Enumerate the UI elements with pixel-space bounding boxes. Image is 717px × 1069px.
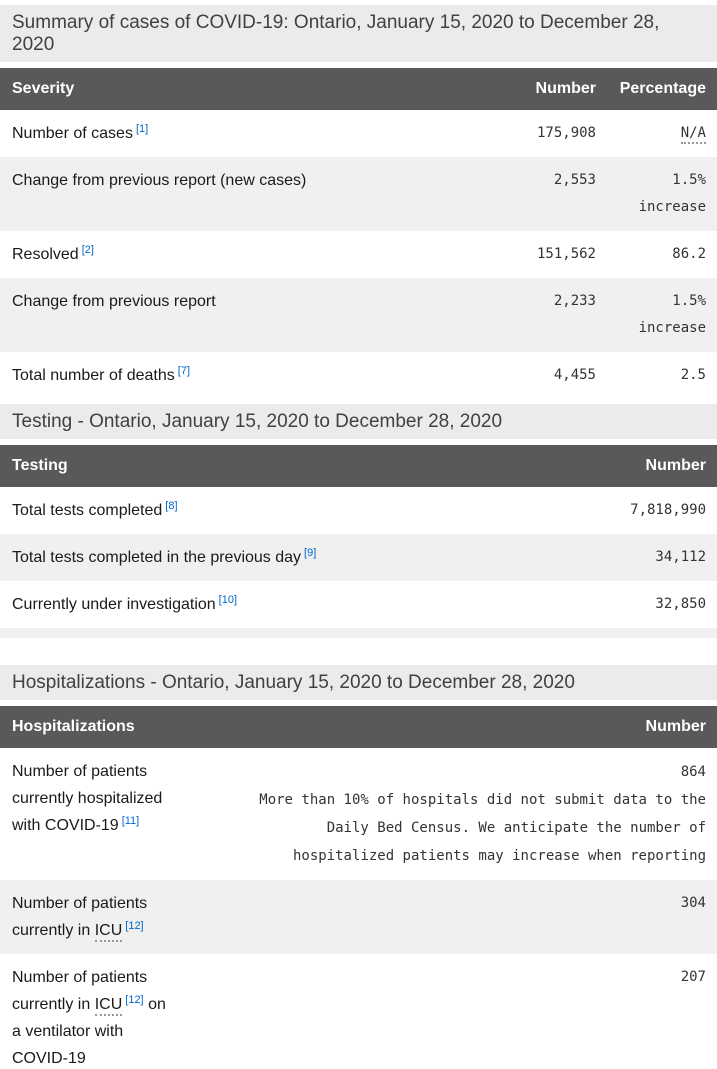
row-number-value: 304: [680, 895, 706, 911]
testing-header-label: Testing: [12, 457, 68, 474]
summary-header-number: Number: [535, 80, 596, 97]
covid-summary-page: Summary of cases of COVID-19: Ontario, J…: [0, 5, 717, 1069]
table-row-total-deaths: Total number of deaths [7] 4,455 2.5: [0, 352, 717, 399]
hospital-data-note-line: Daily Bed Census. We anticipate the numb…: [326, 820, 706, 836]
table-footer-divider: [0, 628, 717, 638]
row-number-value: 2,553: [553, 172, 596, 188]
row-number-value: 207: [680, 969, 706, 985]
row-label: Change from previous report (new cases): [12, 167, 446, 194]
percentage-line: 1.5%: [672, 172, 706, 188]
row-label-text: Total number of deaths: [12, 367, 175, 384]
icu-abbreviation: ICU: [94, 996, 123, 1016]
row-label-text: Change from previous report: [12, 293, 216, 310]
footnote-link-2[interactable]: [2]: [81, 244, 94, 256]
footnote-link-8[interactable]: [8]: [165, 500, 178, 512]
table-row-icu: Number of patients currently in ICU [12] …: [0, 880, 717, 954]
row-number-cell: 864 More than 10% of hospitals did not s…: [254, 758, 706, 870]
table-row-tests-previous-day: Total tests completed in the previous da…: [0, 534, 717, 581]
testing-section-title: Testing - Ontario, January 15, 2020 to D…: [0, 404, 717, 439]
icu-abbreviation: ICU: [94, 922, 123, 942]
row-number-value: 32,850: [655, 596, 706, 612]
footnote-link-7[interactable]: [7]: [177, 365, 190, 377]
table-row-under-investigation: Currently under investigation [10] 32,850: [0, 581, 717, 628]
row-label-text: Resolved: [12, 246, 79, 263]
footnote-link-11[interactable]: [11]: [121, 815, 140, 827]
row-label-line: a ventilator with: [12, 1023, 124, 1040]
row-label-line: Number of patients: [12, 969, 148, 986]
row-percentage-value: 1.5% increase: [596, 288, 706, 342]
testing-table-header: Testing Number: [0, 445, 717, 487]
row-label: Number of patients currently hospitalize…: [12, 758, 254, 839]
row-label-text: currently in: [12, 996, 91, 1013]
row-percentage-value: 86.2: [672, 246, 706, 262]
row-label-line: Number of patients: [12, 895, 148, 912]
footnote-link-12[interactable]: [12]: [125, 920, 144, 932]
row-label: Number of patients currently in ICU [12]: [12, 890, 254, 944]
row-label: Total tests completed in the previous da…: [12, 544, 364, 571]
row-percentage-value: N/A: [596, 120, 706, 147]
row-label-text: Total tests completed in the previous da…: [12, 549, 302, 566]
hospitalizations-header-number: Number: [645, 718, 706, 735]
hospitalizations-header-label: Hospitalizations: [12, 718, 135, 735]
footnote-link-9[interactable]: [9]: [304, 547, 317, 559]
table-row-change-new-cases: Change from previous report (new cases) …: [0, 157, 717, 231]
section-spacer: [0, 638, 717, 660]
percentage-line: 1.5%: [672, 293, 706, 309]
row-label: Number of cases [1]: [12, 120, 446, 147]
row-label: Currently under investigation [10]: [12, 591, 364, 618]
table-row-change-resolved: Change from previous report 2,233 1.5% i…: [0, 278, 717, 352]
hospital-data-note-line: More than 10% of hospitals did not submi…: [259, 792, 706, 808]
row-number-value: 175,908: [536, 125, 596, 141]
row-label-line: currently in ICU [12]: [12, 917, 246, 944]
row-label-text: on: [148, 996, 166, 1013]
footnote-link-1[interactable]: [1]: [135, 123, 149, 135]
row-label-text: currently in: [12, 922, 91, 939]
row-label-line: currently hospitalized: [12, 790, 163, 807]
testing-header-number: Number: [645, 457, 706, 474]
row-label-text: Change from previous report (new cases): [12, 172, 307, 189]
table-row-number-of-cases: Number of cases [1] 175,908 N/A: [0, 110, 717, 157]
row-number-value: 864: [680, 764, 706, 780]
row-number-value: 7,818,990: [630, 502, 706, 518]
percentage-direction: increase: [638, 199, 706, 215]
row-label: Resolved [2]: [12, 241, 446, 268]
row-label-line: currently in ICU [12] on: [12, 991, 246, 1018]
row-label: Number of patients currently in ICU [12] …: [12, 964, 254, 1069]
summary-header-percentage: Percentage: [619, 80, 706, 97]
row-label-line: COVID-19: [12, 1050, 86, 1067]
row-label-line: with COVID-19 [11]: [12, 812, 246, 839]
na-abbreviation: N/A: [680, 125, 706, 144]
footnote-link-10[interactable]: [10]: [218, 594, 238, 606]
footnote-link-12[interactable]: [12]: [125, 994, 144, 1006]
summary-table-header: Severity Number Percentage: [0, 68, 717, 110]
row-label-text: with COVID-19: [12, 817, 119, 834]
row-number-value: 4,455: [553, 367, 596, 383]
table-row-icu-ventilator: Number of patients currently in ICU [12] …: [0, 954, 717, 1069]
table-row-total-tests: Total tests completed [8] 7,818,990: [0, 487, 717, 534]
row-label: Change from previous report: [12, 288, 446, 315]
row-label-text: Currently under investigation: [12, 596, 216, 613]
row-percentage-value: 2.5: [680, 367, 706, 383]
row-label: Total tests completed [8]: [12, 497, 364, 524]
row-label: Total number of deaths [7]: [12, 362, 446, 389]
hospitalizations-section-title: Hospitalizations - Ontario, January 15, …: [0, 665, 717, 700]
hospitalizations-table-header: Hospitalizations Number: [0, 706, 717, 748]
summary-header-severity: Severity: [12, 80, 75, 97]
summary-section-title: Summary of cases of COVID-19: Ontario, J…: [0, 5, 717, 62]
row-number-value: 151,562: [536, 246, 596, 262]
row-label-text: Total tests completed: [12, 502, 163, 519]
percentage-direction: increase: [638, 320, 706, 336]
row-label-text: Number of cases: [12, 125, 133, 142]
row-number-value: 2,233: [553, 293, 596, 309]
row-label-line: Number of patients: [12, 763, 148, 780]
row-percentage-value: 1.5% increase: [596, 167, 706, 221]
hospital-data-note-line: hospitalized patients may increase when …: [292, 848, 706, 864]
table-row-resolved: Resolved [2] 151,562 86.2: [0, 231, 717, 278]
row-number-value: 34,112: [655, 549, 706, 565]
table-row-hospitalized: Number of patients currently hospitalize…: [0, 748, 717, 880]
